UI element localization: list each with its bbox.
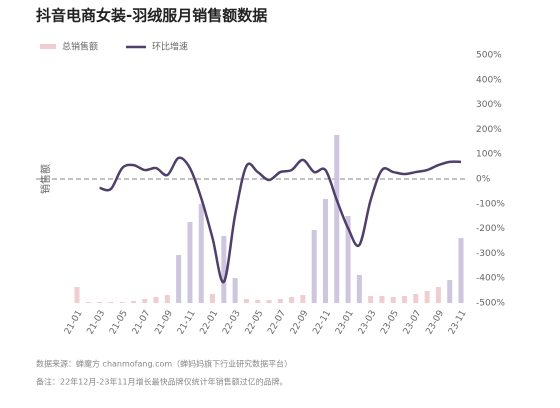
bar — [334, 135, 340, 303]
y2-tick-label: -400% — [476, 274, 505, 284]
x-tick-label: 22-01 — [199, 309, 221, 337]
x-tick-label: 21-03 — [86, 309, 108, 337]
y2-tick-label: 200% — [476, 125, 502, 135]
y2-tick-label: 0% — [476, 175, 491, 185]
line — [99, 156, 462, 284]
y2-tick-label: 500% — [476, 51, 502, 61]
source: 数据来源：蝉魔方 chanmofang.com（蝉妈妈旗下行业研究数据平台） — [36, 359, 292, 369]
x-tick-label: 23-03 — [357, 309, 379, 337]
bar — [356, 275, 362, 303]
x-tick-label: 22-07 — [266, 309, 288, 337]
bar — [345, 216, 351, 303]
bar — [119, 302, 125, 303]
y2-tick-label: 400% — [476, 75, 502, 85]
bar — [255, 300, 261, 303]
y2-tick-label: -200% — [476, 224, 505, 234]
x-tick-label: 23-09 — [424, 309, 446, 337]
bar — [176, 255, 182, 303]
bar — [74, 287, 80, 303]
bar — [424, 291, 430, 303]
bar — [289, 297, 295, 303]
x-tick-label: 23-11 — [447, 309, 469, 337]
bar — [311, 230, 317, 303]
x-tick-label: 23-01 — [334, 309, 356, 337]
bar — [142, 299, 148, 303]
bar — [130, 301, 136, 303]
x-tick-label: 21-01 — [63, 309, 85, 337]
x-tick-label: 22-03 — [221, 309, 243, 337]
bar — [413, 294, 419, 303]
bar — [198, 204, 204, 303]
bar — [300, 295, 306, 303]
bar — [447, 280, 453, 303]
bar — [108, 302, 114, 303]
x-tick-label: 22-09 — [289, 309, 311, 337]
bar — [277, 299, 283, 303]
bar — [187, 222, 193, 303]
y2-tick-label: -500% — [476, 299, 505, 309]
x-tick-label: 21-07 — [131, 309, 153, 337]
bar — [164, 295, 170, 303]
bar — [210, 294, 216, 303]
bar — [435, 287, 441, 303]
bar — [221, 236, 227, 303]
bar — [402, 296, 408, 303]
x-tick-label: 23-07 — [402, 309, 424, 337]
x-tick-label: 22-05 — [244, 309, 266, 337]
bar — [266, 300, 272, 303]
y2-tick-label: -100% — [476, 199, 505, 209]
y2-tick-label: 300% — [476, 100, 502, 110]
x-tick-label: 23-05 — [379, 309, 401, 337]
bar — [379, 296, 385, 303]
bar — [322, 199, 328, 303]
note: 备注：22年12月-23年11月增长最快品牌仅统计年销售额过亿的品牌。 — [36, 377, 288, 387]
bar — [97, 302, 103, 303]
bar — [458, 238, 464, 303]
legend-label: 环比增速 — [152, 41, 188, 53]
legend-swatch — [40, 44, 56, 49]
y2-tick-label: 100% — [476, 150, 502, 160]
bar — [232, 278, 238, 303]
bar — [243, 299, 249, 303]
y2-tick-label: -300% — [476, 249, 505, 259]
legend-label: 总销售额 — [62, 41, 98, 53]
bar — [153, 297, 159, 303]
chart-title: 抖音电商女装-羽绒服月销售额数据 — [36, 7, 267, 25]
bar — [85, 302, 91, 303]
x-tick-label: 21-11 — [176, 309, 198, 337]
x-tick-label: 21-05 — [108, 309, 130, 337]
bar — [390, 297, 396, 303]
x-tick-label: 21-09 — [153, 309, 175, 337]
x-tick-label: 22-11 — [311, 309, 333, 337]
bar — [368, 296, 374, 303]
